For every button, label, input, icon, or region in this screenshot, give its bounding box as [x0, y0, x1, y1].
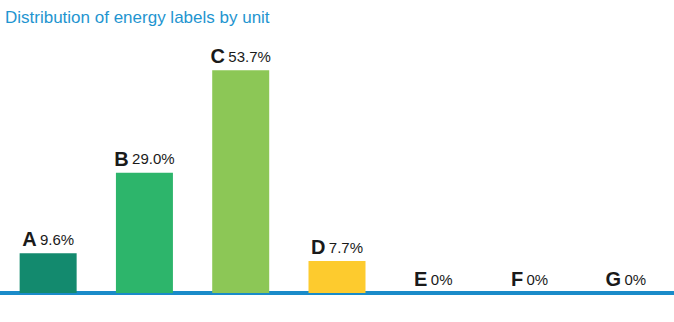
svg-text:B: B	[114, 148, 128, 170]
svg-text:9.6%: 9.6%	[40, 231, 74, 248]
svg-text:A: A	[22, 228, 36, 250]
svg-text:0%: 0%	[431, 271, 453, 288]
svg-text:E: E	[414, 268, 427, 290]
svg-text:29.0%: 29.0%	[132, 150, 175, 167]
svg-text:F: F	[511, 268, 523, 290]
svg-text:D: D	[311, 236, 325, 258]
svg-text:7.7%: 7.7%	[329, 239, 363, 256]
svg-text:0%: 0%	[624, 271, 646, 288]
svg-text:Distribution of energy labels: Distribution of energy labels by unit	[5, 8, 270, 27]
svg-text:53.7%: 53.7%	[228, 48, 271, 65]
svg-text:0%: 0%	[527, 271, 549, 288]
svg-text:C: C	[211, 45, 225, 67]
svg-text:G: G	[606, 268, 622, 290]
